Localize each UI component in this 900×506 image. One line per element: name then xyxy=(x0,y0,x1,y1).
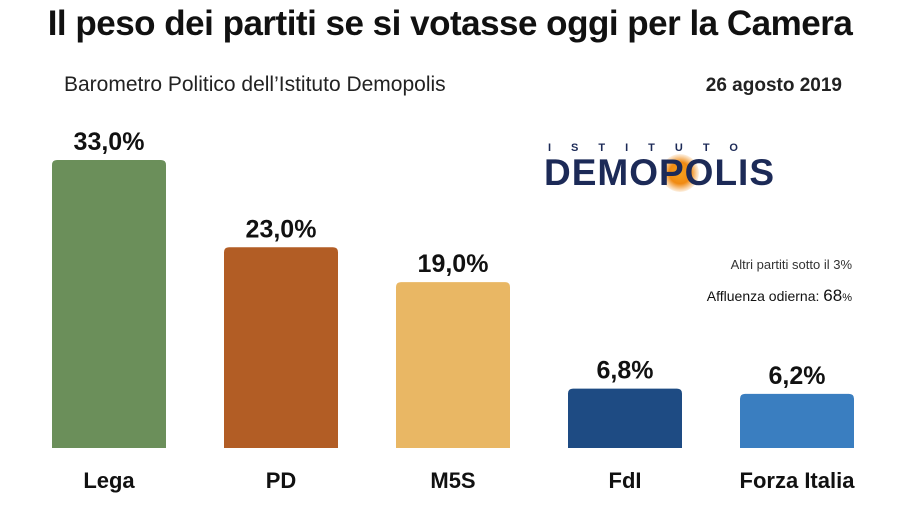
data-label: 6,2% xyxy=(769,362,826,390)
logo-top-text: ISTITUTO xyxy=(548,142,758,154)
turnout-label: Affluenza odierna: xyxy=(706,288,820,304)
bar-fdi xyxy=(568,388,682,448)
turnout-value: 68 xyxy=(823,286,843,305)
logo-sun-icon xyxy=(661,154,699,192)
data-label: 23,0% xyxy=(246,215,317,243)
category-label: Forza Italia xyxy=(740,468,856,493)
turnout-note: Affluenza odierna: 68% xyxy=(707,286,852,306)
survey-date: 26 agosto 2019 xyxy=(705,75,842,96)
chart-title: Il peso dei partiti se si votasse oggi p… xyxy=(47,4,853,43)
bar-pd xyxy=(224,247,338,448)
data-label: 6,8% xyxy=(597,357,654,385)
logo-main-text: DEMOPOLIS xyxy=(544,152,776,193)
category-label: PD xyxy=(266,468,297,493)
category-label: M5S xyxy=(430,468,475,493)
others-note: Altri partiti sotto il 3% xyxy=(730,257,852,272)
bar-forza-italia xyxy=(740,393,854,448)
category-label: Lega xyxy=(83,468,135,493)
chart-subtitle: Barometro Politico dell’Istituto Demopol… xyxy=(64,73,446,96)
bar-lega xyxy=(52,160,166,448)
turnout-unit: % xyxy=(842,292,852,304)
category-label: FdI xyxy=(609,468,642,493)
bar-m5s xyxy=(396,282,510,448)
data-label: 19,0% xyxy=(418,250,489,278)
demopolis-logo: ISTITUTO DEMOPOLIS xyxy=(540,140,860,220)
data-label: 33,0% xyxy=(74,128,145,156)
